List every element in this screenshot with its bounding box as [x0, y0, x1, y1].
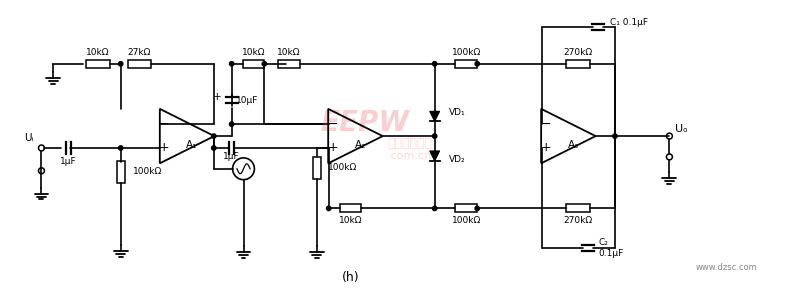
Text: .com.cn: .com.cn [388, 151, 432, 161]
Text: 100kΩ: 100kΩ [328, 163, 357, 172]
Circle shape [230, 122, 234, 126]
Text: Uᵢ: Uᵢ [24, 133, 34, 143]
Bar [455, 205, 478, 212]
Text: C₂: C₂ [598, 237, 608, 246]
Circle shape [212, 146, 216, 150]
Circle shape [118, 62, 123, 66]
Text: 27kΩ: 27kΩ [128, 48, 151, 57]
Text: +: + [213, 93, 222, 102]
Text: VD₂: VD₂ [449, 155, 465, 164]
Text: 10kΩ: 10kΩ [242, 48, 265, 57]
Circle shape [613, 134, 617, 138]
Text: C₁ 0.1μF: C₁ 0.1μF [610, 18, 648, 27]
Text: −: − [159, 118, 170, 131]
Bar [566, 60, 590, 68]
Circle shape [433, 206, 437, 211]
Text: 100kΩ: 100kΩ [452, 48, 481, 57]
Bar [566, 205, 590, 212]
Circle shape [326, 206, 331, 211]
Text: 100kΩ: 100kΩ [452, 216, 481, 225]
Circle shape [475, 206, 479, 211]
Text: +: + [327, 141, 338, 155]
Bar [242, 60, 264, 68]
Bar [278, 60, 300, 68]
Text: 1μF: 1μF [223, 152, 240, 162]
Text: VD₁: VD₁ [449, 108, 465, 117]
Circle shape [262, 62, 266, 66]
Text: 10μF: 10μF [235, 96, 258, 105]
Bar [117, 161, 125, 183]
Text: EEPW: EEPW [321, 109, 410, 137]
Bar [455, 60, 478, 68]
Text: A₂: A₂ [354, 140, 366, 150]
Text: 1μF: 1μF [60, 157, 77, 166]
Text: 10kΩ: 10kΩ [338, 216, 362, 225]
Polygon shape [430, 151, 440, 161]
Text: −: − [540, 118, 551, 131]
Polygon shape [430, 111, 440, 121]
Bar [313, 157, 321, 179]
Text: 0.1μF: 0.1μF [598, 249, 623, 258]
Circle shape [212, 134, 216, 138]
Text: 270kΩ: 270kΩ [564, 216, 593, 225]
Text: A₃: A₃ [568, 140, 579, 150]
Text: www.dzsc.com: www.dzsc.com [696, 263, 758, 272]
Text: 10kΩ: 10kΩ [278, 48, 301, 57]
Text: −: − [327, 118, 338, 131]
Text: A₁: A₁ [186, 140, 198, 150]
Circle shape [433, 134, 437, 138]
Text: 270kΩ: 270kΩ [564, 48, 593, 57]
Text: +: + [540, 141, 551, 155]
Text: +: + [159, 141, 170, 155]
Circle shape [118, 146, 123, 150]
Text: Uₒ: Uₒ [675, 124, 688, 134]
Bar [86, 60, 110, 68]
Text: (h): (h) [342, 271, 359, 284]
Text: 电子产品世界: 电子产品世界 [387, 136, 433, 150]
Text: 10kΩ: 10kΩ [86, 48, 110, 57]
Circle shape [230, 62, 234, 66]
Bar [128, 60, 151, 68]
Circle shape [475, 62, 479, 66]
Circle shape [433, 62, 437, 66]
Bar [339, 205, 362, 212]
Text: 100kΩ: 100kΩ [133, 167, 162, 176]
